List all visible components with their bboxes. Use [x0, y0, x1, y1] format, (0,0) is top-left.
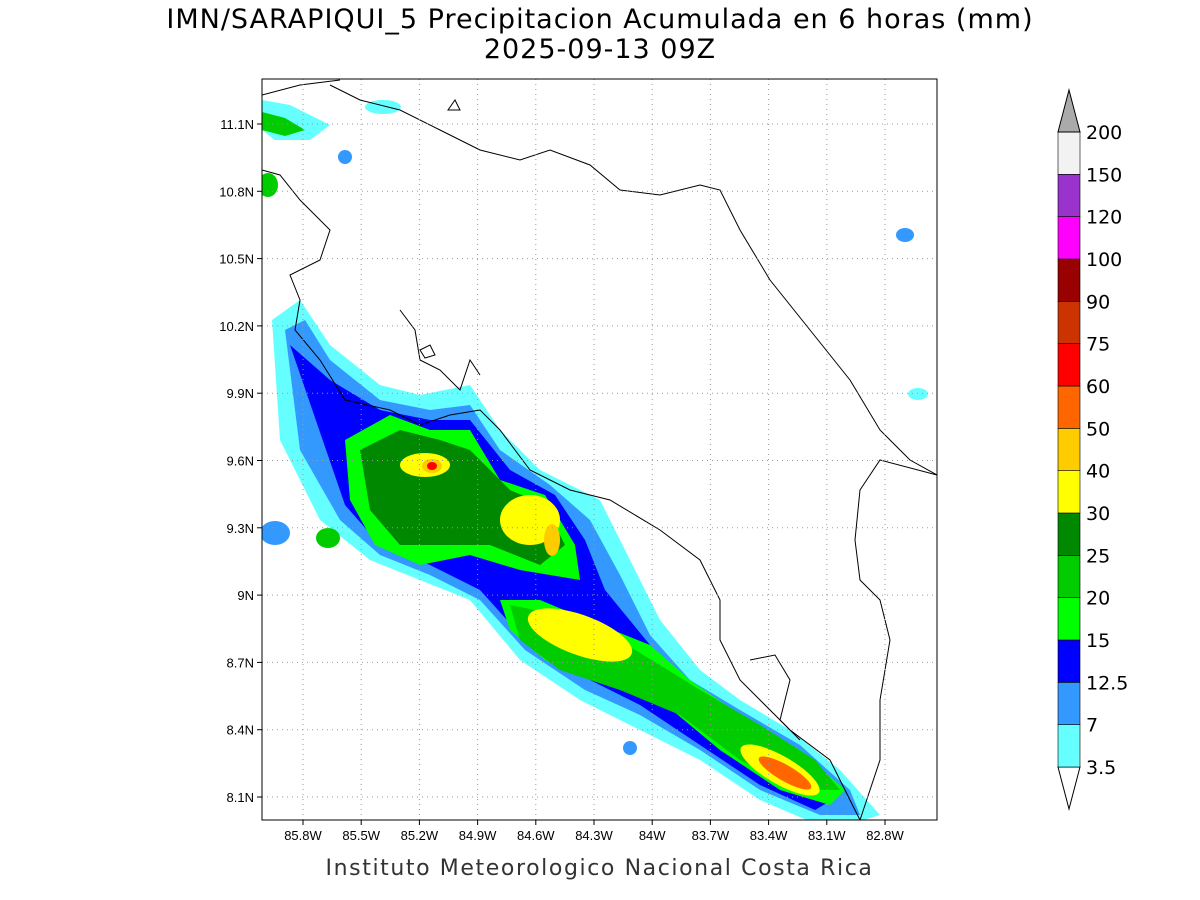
gridlines	[262, 79, 937, 820]
colorbar-swatch	[1057, 216, 1081, 260]
colorbar-level-label: 12.5	[1086, 672, 1128, 694]
colorbar-swatch	[1057, 258, 1081, 302]
lon-tick-label: 84.6W	[517, 828, 555, 843]
colorbar-level-label: 150	[1086, 164, 1122, 186]
colorbar-level-label: 30	[1086, 503, 1110, 525]
colorbar-level-label: 15	[1086, 630, 1110, 652]
lon-tick-label: 82.8W	[866, 828, 904, 843]
colorbar-level-label: 40	[1086, 461, 1110, 483]
panama-border	[854, 459, 937, 820]
colorbar-underflow-triangle	[1057, 766, 1081, 811]
latitude-axis: 11.1N 10.8N 10.5N 10.2N 9.9N 9.6N 9.3N 9N 8.7N 8.…	[219, 117, 262, 805]
colorbar-swatch	[1057, 555, 1081, 598]
precip-core-yellow-3	[527, 608, 633, 662]
lon-tick-label: 84W	[639, 828, 666, 843]
lat-tick-label: 9.6N	[227, 454, 254, 469]
nicoya-peninsula	[399, 309, 481, 391]
lat-tick-label: 8.7N	[227, 655, 254, 670]
map-title: IMN/SARAPIQUI_5 Precipitacion Acumulada …	[166, 4, 1034, 35]
colorbar-level-label: 3.5	[1086, 757, 1116, 779]
lat-tick-label: 10.5N	[219, 252, 254, 267]
colorbar-swatch	[1057, 301, 1081, 344]
lon-tick-label: 83.1W	[808, 828, 846, 843]
precip-cell-8	[338, 150, 352, 164]
lon-tick-label: 85.5W	[342, 828, 380, 843]
map-frame	[261, 78, 938, 821]
colorbar-level-label: 7	[1086, 715, 1098, 737]
lat-tick-label: 11.1N	[220, 117, 254, 132]
pacific-coastline	[262, 169, 861, 820]
precip-nw-coast-green	[262, 112, 305, 136]
colorbar-level-label: 100	[1086, 249, 1122, 271]
lon-tick-label: 84.9W	[459, 828, 497, 843]
precip-core-red	[427, 462, 437, 470]
precip-core-orange-2	[544, 524, 560, 556]
precip-cell-2	[316, 528, 340, 548]
precip-cell-4	[623, 741, 637, 755]
precip-cell-5	[896, 228, 914, 242]
lake-island	[447, 99, 461, 111]
precipitation-field	[262, 100, 928, 820]
osa-peninsula	[749, 654, 801, 741]
colorbar-swatch	[1057, 724, 1081, 768]
caribbean-coastline	[329, 84, 937, 476]
precip-cell-1	[262, 173, 278, 197]
colorbar-level-label: 90	[1086, 291, 1110, 313]
precip-cell-6	[908, 388, 928, 400]
precip-cell-3	[262, 521, 290, 545]
colorbar-level-label: 25	[1086, 545, 1110, 567]
lat-tick-label: 8.4N	[227, 723, 254, 738]
colorbar-level-label: 50	[1086, 418, 1110, 440]
colorbar: 3.5 7 12.5 15 20 25 30 40 50 60 75 90 100 120 150 200	[1057, 88, 1128, 811]
colorbar-overflow-triangle	[1057, 88, 1081, 133]
colorbar-level-label: 120	[1086, 207, 1122, 229]
coastlines	[262, 79, 937, 820]
gulf-outline	[419, 344, 436, 359]
lon-tick-label: 83.7W	[692, 828, 730, 843]
precip-core-orange-3	[758, 756, 812, 790]
colorbar-swatch	[1057, 470, 1081, 514]
colorbar-swatch	[1057, 597, 1081, 641]
lat-tick-label: 9N	[237, 588, 254, 603]
lat-tick-label: 10.2N	[219, 319, 254, 334]
lat-tick-label: 9.3N	[227, 521, 254, 536]
lon-tick-label: 85.8W	[284, 828, 322, 843]
lat-tick-label: 9.9N	[227, 386, 254, 401]
lon-tick-label: 84.3W	[575, 828, 613, 843]
lat-tick-label: 8.1N	[227, 790, 254, 805]
colorbar-swatch	[1057, 682, 1081, 725]
colorbar-swatch	[1057, 131, 1081, 175]
colorbar-swatch	[1057, 343, 1081, 387]
colorbar-swatch	[1057, 512, 1081, 556]
lat-tick-label: 10.8N	[219, 184, 254, 199]
colorbar-swatch	[1057, 174, 1081, 217]
colorbar-level-label: 75	[1086, 334, 1110, 356]
longitude-axis: 85.8W 85.5W 85.2W 84.9W 84.6W 84.3W 84W 83.7W 83…	[284, 820, 905, 843]
colorbar-level-label: 200	[1086, 122, 1122, 144]
map-datetime: 2025-09-13 09Z	[483, 34, 717, 65]
colorbar-swatch	[1057, 428, 1081, 471]
colorbar-level-label: 60	[1086, 376, 1110, 398]
lon-tick-label: 83.4W	[750, 828, 788, 843]
colorbar-level-label: 20	[1086, 588, 1110, 610]
footer-credit: Instituto Meteorologico Nacional Costa R…	[325, 856, 874, 881]
lake-nicaragua-shore	[262, 79, 341, 96]
lon-tick-label: 85.2W	[401, 828, 439, 843]
colorbar-swatch	[1057, 385, 1081, 429]
colorbar-swatch	[1057, 639, 1081, 683]
